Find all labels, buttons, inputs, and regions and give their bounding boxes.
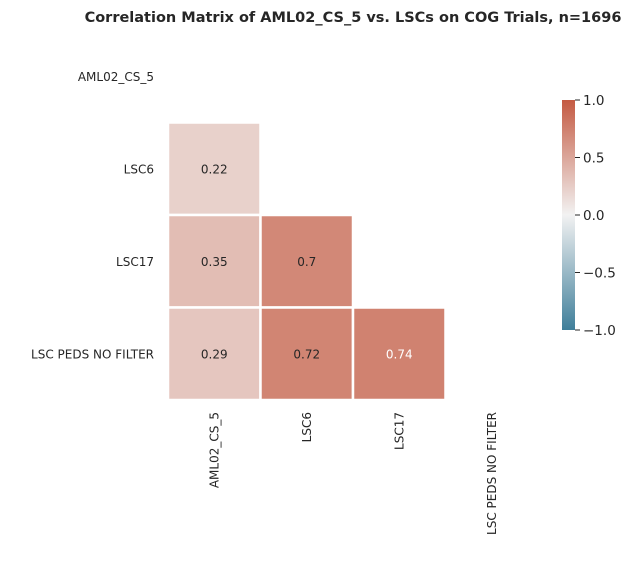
colorbar: 1.0 0.5 0.0 −0.5 −1.0 [562, 93, 616, 339]
cell-value-label: 0.29 [201, 347, 228, 361]
cell-value-label: 0.7 [297, 255, 316, 269]
row-label: LSC PEDS NO FILTER [31, 347, 154, 361]
cell-value-label: 0.72 [293, 347, 320, 361]
col-label: LSC6 [300, 412, 314, 442]
cell-value-label: 0.22 [201, 162, 228, 176]
row-labels: AML02_CS_5 LSC6 LSC17 LSC PEDS NO FILTER [31, 70, 154, 362]
colorbar-tick-label: 0.0 [583, 208, 604, 224]
row-label: AML02_CS_5 [78, 70, 154, 84]
heatmap-cells: 0.22 0.35 0.7 0.29 0.72 0.74 [166, 121, 447, 402]
colorbar-gradient [562, 100, 575, 330]
heatmap-cell-r2-c0 [166, 213, 262, 309]
colorbar-tick-label: −1.0 [583, 323, 616, 339]
colorbar-tick-label: −0.5 [583, 266, 616, 282]
col-label: AML02_CS_5 [207, 412, 221, 488]
colorbar-tick-label: 0.5 [583, 151, 604, 167]
heatmap-cell-r3-c2 [351, 306, 447, 402]
col-label: LSC PEDS NO FILTER [485, 412, 499, 535]
cell-value-label: 0.35 [201, 255, 228, 269]
colorbar-tick-label: 1.0 [583, 93, 604, 109]
row-label: LSC17 [116, 255, 154, 269]
col-label: LSC17 [392, 412, 406, 450]
heatmap-cell-r3-c1 [259, 306, 355, 402]
row-label: LSC6 [124, 162, 154, 176]
cell-value-label: 0.74 [386, 347, 413, 361]
chart-title: Correlation Matrix of AML02_CS_5 vs. LSC… [85, 10, 622, 26]
heatmap-cell-r1-c0 [166, 121, 262, 217]
col-labels: AML02_CS_5 LSC6 LSC17 LSC PEDS NO FILTER [207, 412, 499, 535]
